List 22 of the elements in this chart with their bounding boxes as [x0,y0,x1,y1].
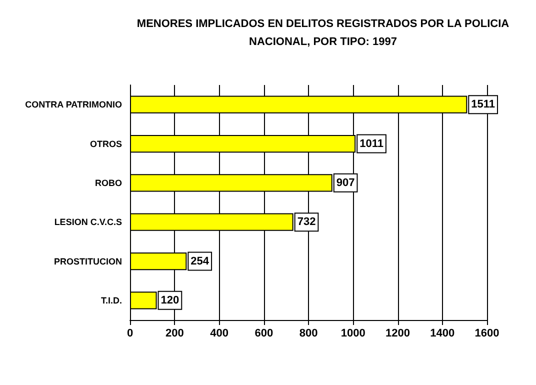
y-tick-label: T.I.D. [100,295,122,306]
data-label: 1511 [471,98,496,111]
y-tick-label: OTROS [90,138,122,149]
x-tick-label: 1600 [474,328,500,340]
x-tick-label: 200 [165,328,184,340]
x-tick-label: 1400 [430,328,455,340]
x-tick-label: 1200 [386,328,410,340]
y-tick-label: ROBO [95,178,122,188]
x-tick-label: 0 [126,328,134,340]
x-tick-label: 600 [254,328,274,340]
x-tick-label: 400 [210,328,228,340]
data-label: 120 [160,294,180,306]
data-label: 1011 [360,138,384,150]
y-tick-label: LESION C.V.C.S [54,217,122,228]
x-tick-label: 800 [299,328,318,340]
data-label: 254 [190,255,210,268]
data-label: 732 [297,216,316,228]
data-label: 907 [336,176,355,189]
chart-title: MENORES IMPLICADOS EN DELITOS REGISTRADOS POR LA POLICIA NACIONAL, POR TIPO: 1997 [136,18,510,48]
y-tick-label: CONTRA PATRIMONIO [25,100,122,110]
y-tick-label: PROSTITUCION [54,256,122,266]
x-tick-label: 1000 [340,328,366,340]
